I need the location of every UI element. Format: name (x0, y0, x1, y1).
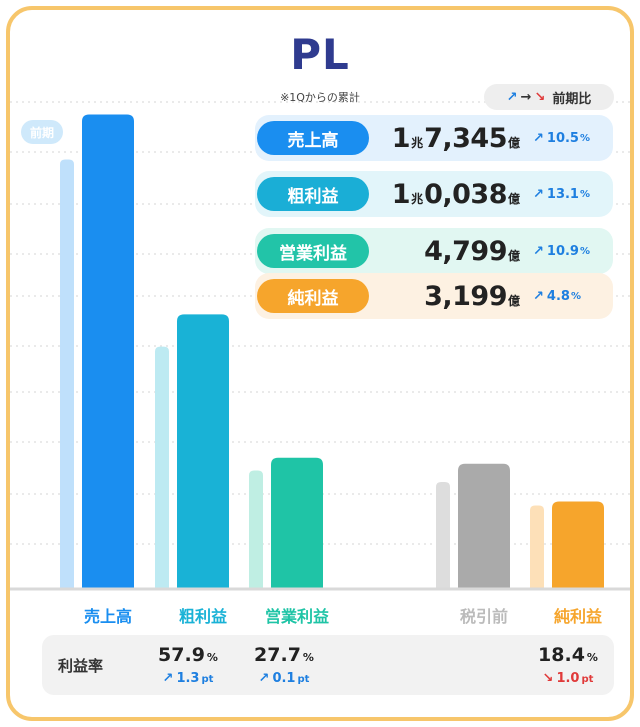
metric-label: 営業利益 (257, 234, 369, 268)
category-label: 税引前 (459, 607, 508, 626)
bar-previous (249, 470, 263, 589)
bar-current (552, 501, 604, 589)
category-label: 営業利益 (264, 607, 329, 626)
summary-row: 粗利益 1 兆 0,038 億 ↗ 13.1% (255, 171, 613, 217)
metric-yoy: ↗ 10.5% (533, 130, 591, 146)
margin-title: 利益率 (58, 657, 104, 675)
metric-amount: 1 兆 0,038 億 (391, 178, 520, 210)
margin-panel (42, 635, 614, 695)
arrow-up-icon: ↗ (162, 671, 174, 686)
margin-change: ↗ 1.3 pt (162, 671, 214, 686)
bar-previous (60, 159, 74, 589)
arrow-up-icon: ↗ (258, 671, 270, 686)
bar-previous (436, 482, 450, 589)
bars (60, 114, 604, 589)
bar-current (177, 314, 229, 589)
category-label: 粗利益 (178, 607, 227, 626)
margin-change: ↗ 0.1 pt (258, 671, 310, 686)
metric-yoy: ↗ 4.8% (533, 288, 581, 304)
arrow-down-icon: ↘ (534, 89, 546, 105)
summary-row: 営業利益 4,799 億 ↗ 10.9% (255, 228, 613, 274)
arrow-up-icon: ↗ (533, 288, 544, 304)
metric-label: 純利益 (257, 279, 369, 313)
arrow-up-icon: ↗ (533, 130, 544, 146)
page-title: PL (290, 30, 350, 79)
margin-value: 57.9% (158, 644, 218, 666)
summary-row: 純利益 3,199 億 ↗ 4.8% (255, 273, 613, 319)
metric-amount: 3,199 億 (424, 280, 520, 312)
metric-yoy: ↗ 10.9% (533, 243, 591, 259)
summary-row: 売上高 1 兆 7,345 億 ↗ 10.5% (255, 115, 613, 161)
previous-period-tag: 前期 (21, 120, 63, 144)
bar-previous (155, 346, 169, 589)
arrow-up-icon: ↗ (533, 186, 544, 202)
margin-change: ↘ 1.0 pt (542, 671, 594, 686)
arrow-up-icon: ↗ (533, 243, 544, 259)
metric-label: 粗利益 (257, 177, 369, 211)
bar-current (82, 114, 134, 589)
arrow-down-icon: ↘ (542, 671, 554, 686)
arrow-right-icon: → (520, 89, 532, 105)
category-label: 純利益 (553, 607, 602, 626)
metric-yoy: ↗ 13.1% (533, 186, 591, 202)
category-label: 売上高 (83, 607, 132, 626)
bar-previous (530, 505, 544, 589)
yoy-legend: ↗ → ↘ 前期比 (484, 84, 614, 110)
metric-amount: 4,799 億 (424, 235, 520, 267)
bar-current (271, 457, 323, 589)
page-subtitle: ※1Qからの累計 (280, 91, 360, 104)
margin-value: 27.7% (254, 644, 314, 666)
metric-label: 売上高 (257, 121, 369, 155)
margin-value: 18.4% (538, 644, 598, 666)
metric-amount: 1 兆 7,345 億 (391, 122, 520, 154)
yoy-legend-label: 前期比 (552, 91, 592, 107)
bar-current (458, 463, 510, 589)
arrow-up-icon: ↗ (506, 89, 518, 105)
